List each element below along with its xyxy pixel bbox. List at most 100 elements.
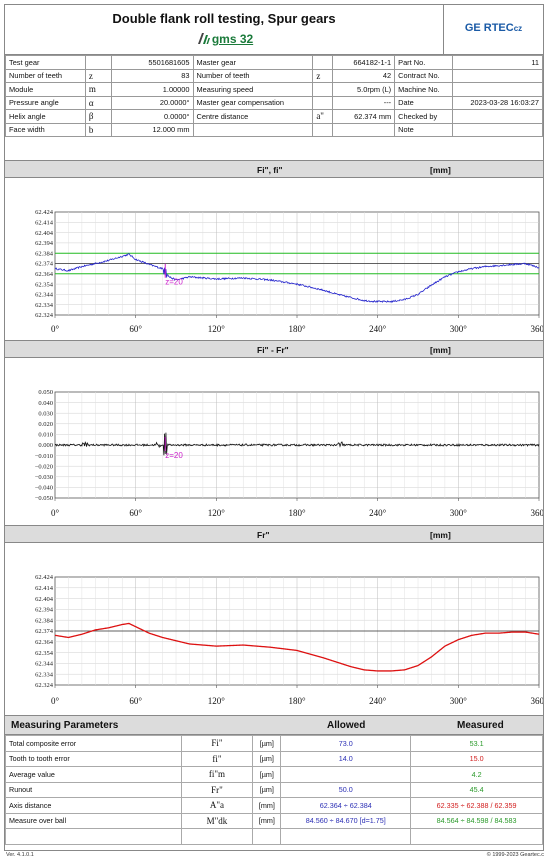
info-cell: Checked by <box>394 109 454 124</box>
info-cell: Contract No. <box>394 68 454 83</box>
y-tick-label: 62.384 <box>35 617 54 624</box>
chart-fr-svg: 62.424 62.414 62.404 62.394 62.384 62.374 62.3… <box>35 574 543 706</box>
y-tick-label: 0.020 <box>38 421 53 428</box>
report-page: Double flank roll testing, Spur gears gm… <box>4 4 544 851</box>
measuring-measured-cell: 15.0 <box>410 750 543 767</box>
measuring-unit-cell: [µm] <box>252 750 282 767</box>
measuring-unit-cell: [µm] <box>252 735 282 752</box>
info-cell <box>452 68 543 83</box>
info-cell <box>312 55 334 70</box>
measuring-allowed-cell: 50.0 <box>280 781 412 798</box>
info-cell: Note <box>394 122 454 137</box>
y-tick-label: −0.030 <box>35 474 53 481</box>
info-cell <box>84 55 112 70</box>
info-cell: 83 <box>110 68 194 83</box>
measuring-unit-cell: [µm] <box>252 766 282 783</box>
allowed-column-header: Allowed <box>327 720 366 731</box>
y-tick-label: 62.344 <box>35 292 54 299</box>
x-tick-label: 0° <box>51 696 60 706</box>
y-tick-label: 62.324 <box>35 682 54 689</box>
y-tick-label: 62.334 <box>35 671 54 678</box>
y-tick-label: 62.424 <box>35 574 54 581</box>
measuring-allowed-cell: 62.364 ÷ 62.384 <box>280 797 412 814</box>
info-cell <box>312 122 334 137</box>
info-cell: 2023-03-28 16:03:27 <box>452 95 543 110</box>
chart-header-fi-fr-label: Fi" - Fr" <box>257 345 289 355</box>
info-cell: Test gear <box>5 55 86 70</box>
y-tick-label: 0.050 <box>38 389 53 396</box>
x-tick-label: 120° <box>208 324 226 334</box>
chart-header-fi-unit: [mm] <box>430 165 451 175</box>
table-row: Axis distance A"a [mm] 62.364 ÷ 62.384 62.33… <box>5 797 543 814</box>
x-tick-label: 120° <box>208 696 226 706</box>
info-cell: 0.0000° <box>110 109 194 124</box>
chart-fi: 62.424 62.414 62.404 62.394 62.384 62.374 62.3… <box>5 178 543 340</box>
info-row: Test gear 5501681605 Master gear 664182-1-1… <box>5 55 543 70</box>
info-cell: 12.000 mm <box>110 122 194 137</box>
measuring-name-cell: Tooth to tooth error <box>5 750 182 767</box>
report-title: Double flank roll testing, Spur gears <box>112 11 336 26</box>
chart-fi-fr: 0.050 0.040 0.030 0.020 0.010 0.000 −0.010 −0.0… <box>5 358 543 525</box>
x-tick-label: 300° <box>450 696 468 706</box>
chart-header-fr-unit: [mm] <box>430 530 451 540</box>
y-tick-label: −0.040 <box>35 485 53 492</box>
chart-fr: 62.424 62.414 62.404 62.394 62.384 62.374 62.3… <box>5 543 543 715</box>
tooth-marker-label: z=20 <box>165 278 183 287</box>
info-cell: Number of teeth <box>192 68 314 83</box>
measuring-unit-cell: [mm] <box>252 797 282 814</box>
x-tick-label: 0° <box>51 324 60 334</box>
y-tick-label: 62.364 <box>35 639 54 646</box>
info-cell <box>452 122 543 137</box>
measuring-unit-cell: [mm] <box>252 812 282 829</box>
gear-info-table: Test gear 5501681605 Master gear 664182-1-1… <box>5 55 543 137</box>
y-tick-label: 62.374 <box>35 628 54 635</box>
info-cell: 1.00000 <box>110 82 194 97</box>
chart-header-fr: Fr" [mm] <box>5 525 543 543</box>
info-row: Number of teeth z 83 Number of teeth z 42 Cont… <box>5 68 543 83</box>
measuring-name-cell: Axis distance <box>5 797 182 814</box>
info-cell: Pressure angle <box>5 95 86 110</box>
measuring-sym-cell: Fr" <box>180 781 254 798</box>
x-tick-label: 360° <box>530 324 543 334</box>
info-cell: 42 <box>332 68 396 83</box>
info-cell: Master gear compensation <box>192 95 314 110</box>
x-tick-label: 360° <box>530 508 543 518</box>
header-divider <box>443 5 444 55</box>
measuring-name-cell: Runout <box>5 781 182 798</box>
y-tick-label: 0.010 <box>38 432 53 439</box>
measuring-measured-cell: 4.2 <box>410 766 543 783</box>
info-cell: Number of teeth <box>5 68 86 83</box>
y-tick-label: 62.334 <box>35 302 54 309</box>
version-label: Ver. 4.1.0.1 <box>6 852 34 858</box>
info-cell: z <box>312 68 334 83</box>
chart-header-fi-fr: Fi" - Fr" [mm] <box>5 340 543 358</box>
y-tick-label: 62.414 <box>35 585 54 592</box>
copyright-label: © 1999-2023 Geartec.c <box>486 852 544 858</box>
info-cell: a" <box>312 109 334 124</box>
info-row: Module m 1.00000 Measuring speed 5.0rpm (L) M… <box>5 82 543 97</box>
info-cell: Centre distance <box>192 109 314 124</box>
measuring-sym-cell: fi" <box>180 750 254 767</box>
x-tick-label: 60° <box>129 324 142 334</box>
info-cell: Module <box>5 82 86 97</box>
info-cell: z <box>84 68 112 83</box>
x-tick-label: 180° <box>288 508 306 518</box>
info-cell <box>312 95 334 110</box>
y-tick-label: 62.374 <box>35 261 54 268</box>
x-tick-label: 120° <box>208 508 226 518</box>
measuring-unit-cell: [µm] <box>252 781 282 798</box>
chart-header-fi-fr-unit: [mm] <box>430 345 451 355</box>
y-tick-label: 0.030 <box>38 410 53 417</box>
x-tick-label: 180° <box>288 696 306 706</box>
measuring-sym-cell: M"dk <box>180 812 254 829</box>
info-cell: Measuring speed <box>192 82 314 97</box>
info-cell: α <box>84 95 112 110</box>
info-cell <box>312 82 334 97</box>
y-tick-label: 62.404 <box>35 596 54 603</box>
brand-suffix: cz <box>513 24 523 33</box>
y-tick-label: 62.364 <box>35 271 54 278</box>
product-name: gms 32 <box>211 32 254 46</box>
info-cell: Machine No. <box>394 82 454 97</box>
y-tick-label: 62.384 <box>35 250 54 257</box>
info-cell <box>192 122 314 137</box>
